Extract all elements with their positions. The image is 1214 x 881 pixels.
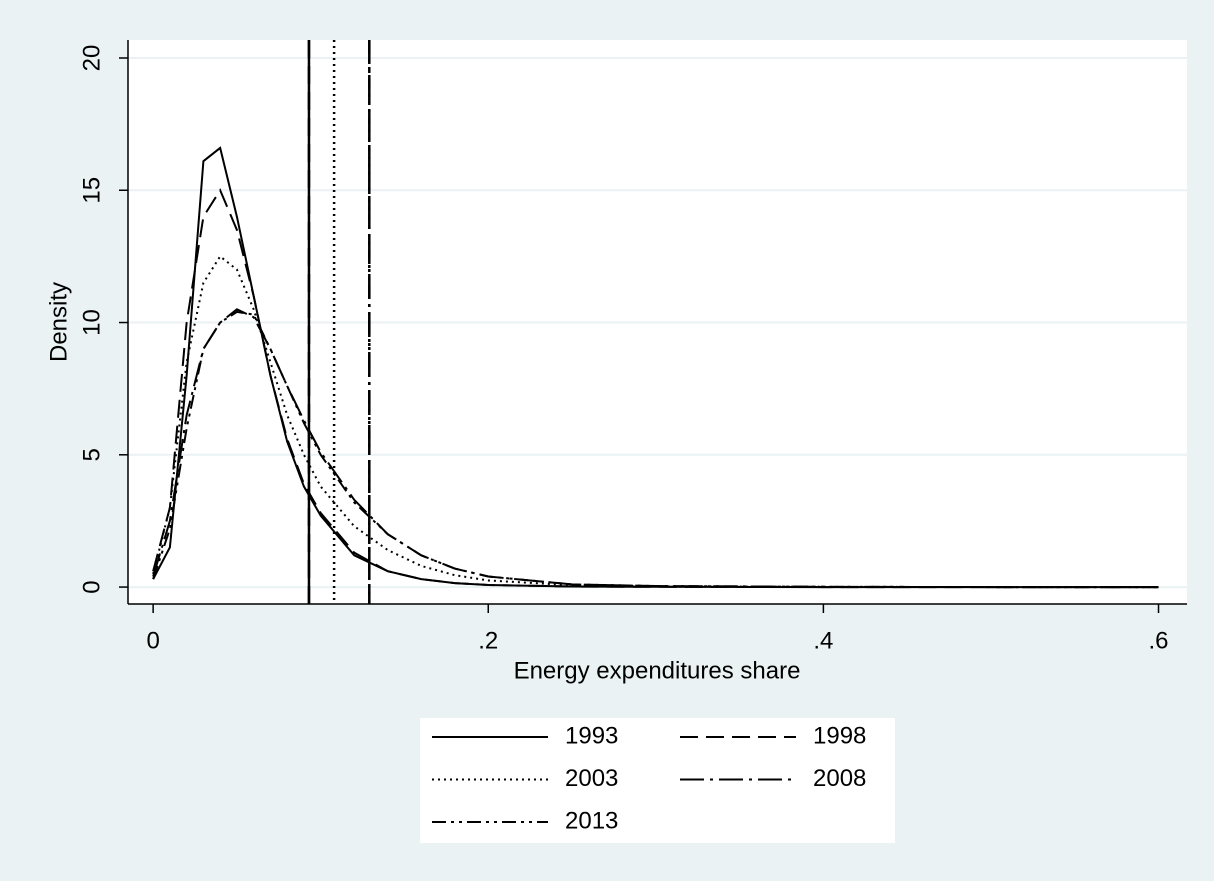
legend-label: 2013: [565, 807, 618, 834]
y-tick-label: 10: [78, 309, 105, 336]
x-tick-label: .2: [478, 627, 498, 654]
legend-label: 1993: [565, 722, 618, 749]
y-tick-label: 15: [78, 177, 105, 204]
legend-label: 2003: [565, 765, 618, 792]
density-line: [152, 146, 1159, 589]
x-tick-label: .6: [1149, 627, 1169, 654]
x-tick-label: 0: [146, 627, 159, 654]
legend-label: 2008: [813, 765, 866, 792]
y-axis-label: Density: [45, 282, 72, 362]
x-axis-label: Energy expenditures share: [514, 657, 801, 684]
density-line: [152, 254, 1159, 589]
legend-label: 1998: [813, 722, 866, 749]
y-tick-label: 0: [78, 580, 105, 593]
y-tick-label: 5: [78, 448, 105, 461]
density-line: [152, 310, 1159, 589]
density-line: [152, 188, 1159, 589]
y-tick-label: 20: [78, 45, 105, 72]
x-tick-label: .4: [813, 627, 833, 654]
